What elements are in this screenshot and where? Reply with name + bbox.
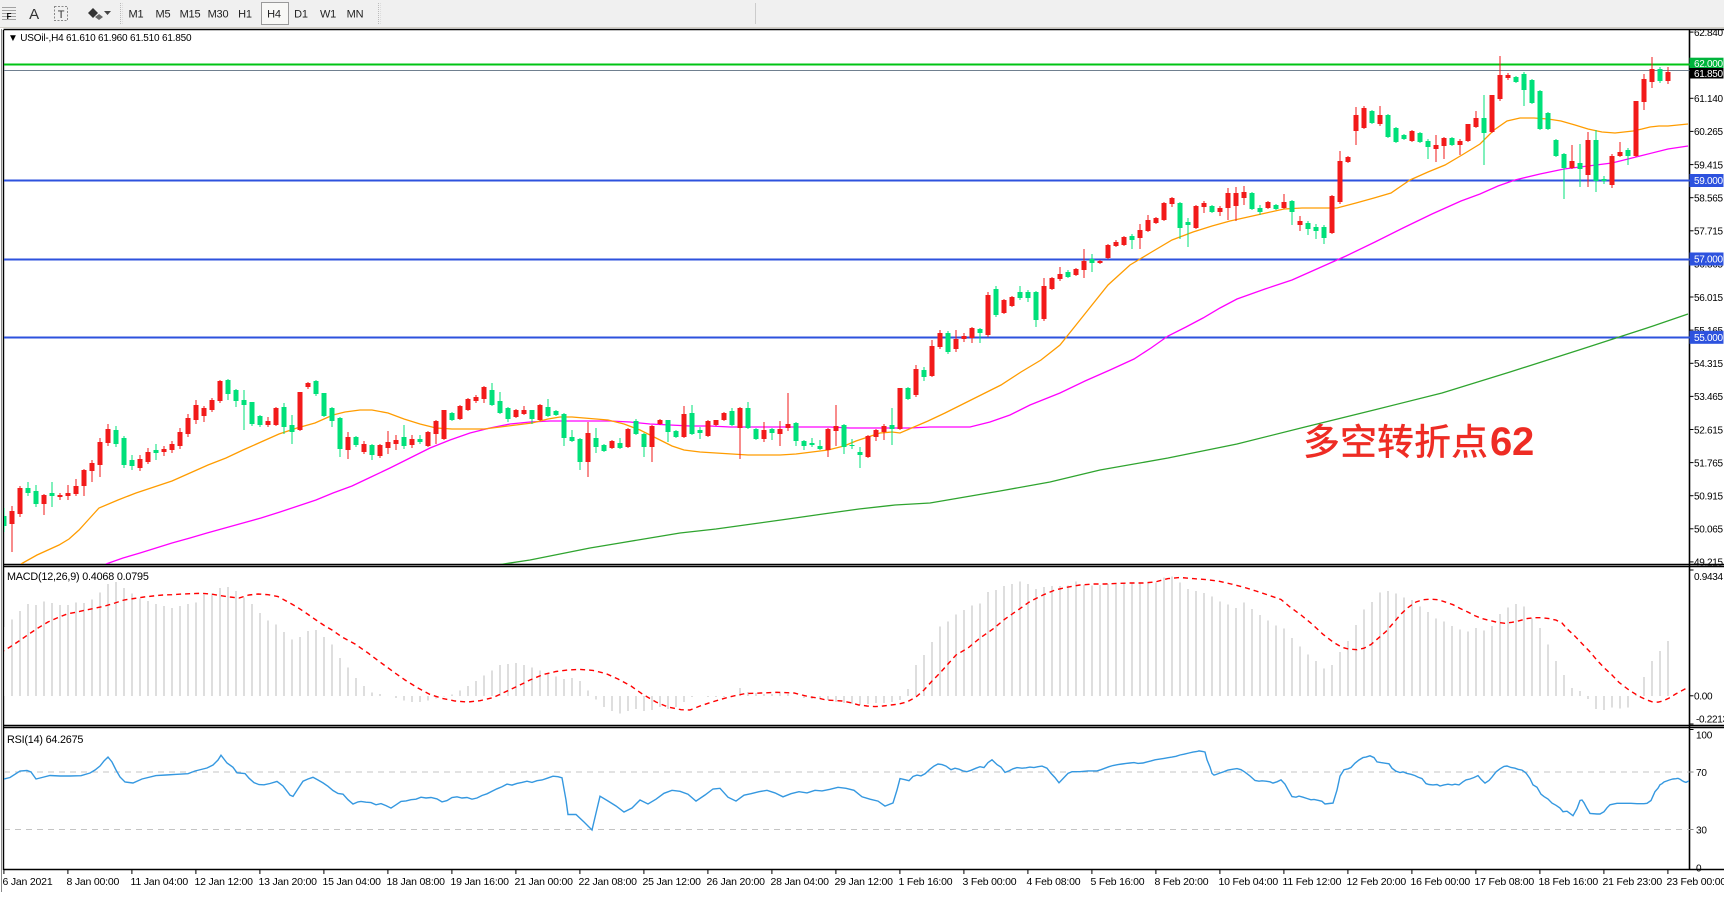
svg-text:70: 70 [1696,768,1707,779]
svg-text:8 Jan 00:00: 8 Jan 00:00 [67,876,120,888]
svg-text:H1: H1 [238,9,252,21]
svg-text:18 Jan 08:00: 18 Jan 08:00 [387,876,446,888]
svg-text:12 Feb 20:00: 12 Feb 20:00 [1347,876,1407,888]
svg-text:10 Feb 04:00: 10 Feb 04:00 [1219,876,1279,888]
svg-text:12 Jan 12:00: 12 Jan 12:00 [195,876,254,888]
svg-text:54.315: 54.315 [1694,359,1724,370]
svg-text:M30: M30 [208,9,229,21]
svg-text:11 Jan 04:00: 11 Jan 04:00 [131,876,189,888]
svg-text:M1: M1 [129,9,144,21]
svg-text:61.140: 61.140 [1694,94,1724,105]
svg-text:58.565: 58.565 [1694,194,1724,205]
svg-text:▼ USOil-,H4 61.610 61.960 61.: ▼ USOil-,H4 61.610 61.960 61.510 61.850 [8,33,192,44]
svg-text:0.9434: 0.9434 [1694,572,1724,583]
svg-text:0.00: 0.00 [1694,692,1713,703]
svg-text:M5: M5 [156,9,171,21]
svg-text:59.000: 59.000 [1694,176,1724,187]
svg-text:W1: W1 [320,9,336,21]
svg-text:13 Jan 20:00: 13 Jan 20:00 [259,876,318,888]
svg-text:8 Feb 20:00: 8 Feb 20:00 [1155,876,1209,888]
svg-text:26 Jan 20:00: 26 Jan 20:00 [707,876,766,888]
svg-text:51.765: 51.765 [1694,458,1724,469]
svg-text:23 Feb 00:00: 23 Feb 00:00 [1667,876,1724,888]
svg-text:100: 100 [1696,731,1713,742]
svg-text:29 Jan 12:00: 29 Jan 12:00 [835,876,894,888]
svg-text:62.840: 62.840 [1694,28,1724,39]
svg-text:61.850: 61.850 [1694,69,1724,80]
svg-text:50.065: 50.065 [1694,525,1724,536]
svg-text:-0.2213: -0.2213 [1696,715,1724,726]
svg-text:21 Feb 23:00: 21 Feb 23:00 [1603,876,1663,888]
svg-text:18 Feb 16:00: 18 Feb 16:00 [1539,876,1599,888]
svg-text:62: 62 [1490,420,1534,464]
svg-text:1 Feb 16:00: 1 Feb 16:00 [899,876,953,888]
svg-text:21 Jan 00:00: 21 Jan 00:00 [515,876,574,888]
svg-text:52.615: 52.615 [1694,425,1724,436]
svg-text:11 Feb 12:00: 11 Feb 12:00 [1283,876,1342,888]
svg-text:A: A [29,6,39,23]
svg-text:4 Feb 08:00: 4 Feb 08:00 [1027,876,1081,888]
svg-text:30: 30 [1696,826,1707,837]
svg-text:49.215: 49.215 [1694,558,1724,569]
svg-text:15 Jan 04:00: 15 Jan 04:00 [323,876,382,888]
svg-text:55.000: 55.000 [1694,333,1724,344]
svg-text:MACD(12,26,9) 0.4068 0.0795: MACD(12,26,9) 0.4068 0.0795 [7,571,149,583]
svg-text:16 Feb 00:00: 16 Feb 00:00 [1411,876,1471,888]
svg-text:0: 0 [1696,864,1702,875]
svg-text:5 Feb 16:00: 5 Feb 16:00 [1091,876,1145,888]
svg-text:22 Jan 08:00: 22 Jan 08:00 [579,876,638,888]
svg-text:3 Feb 00:00: 3 Feb 00:00 [963,876,1017,888]
svg-text:F: F [7,12,12,21]
svg-text:57.000: 57.000 [1694,255,1724,266]
svg-text:56.015: 56.015 [1694,293,1724,304]
svg-text:6 Jan 2021: 6 Jan 2021 [3,876,53,888]
svg-text:53.465: 53.465 [1694,392,1724,403]
svg-text:50.915: 50.915 [1694,492,1724,503]
svg-text:M15: M15 [180,9,201,21]
svg-text:59.415: 59.415 [1694,160,1724,171]
svg-text:T: T [58,9,65,21]
svg-text:MN: MN [347,9,364,21]
svg-text:25 Jan 12:00: 25 Jan 12:00 [643,876,702,888]
svg-text:RSI(14) 64.2675: RSI(14) 64.2675 [7,734,83,746]
svg-text:28 Jan 04:00: 28 Jan 04:00 [771,876,830,888]
svg-text:60.265: 60.265 [1694,127,1724,138]
svg-text:57.715: 57.715 [1694,227,1724,238]
svg-text:19 Jan 16:00: 19 Jan 16:00 [451,876,510,888]
svg-text:D1: D1 [294,9,308,21]
svg-text:H4: H4 [267,9,281,21]
svg-text:17 Feb 08:00: 17 Feb 08:00 [1475,876,1535,888]
